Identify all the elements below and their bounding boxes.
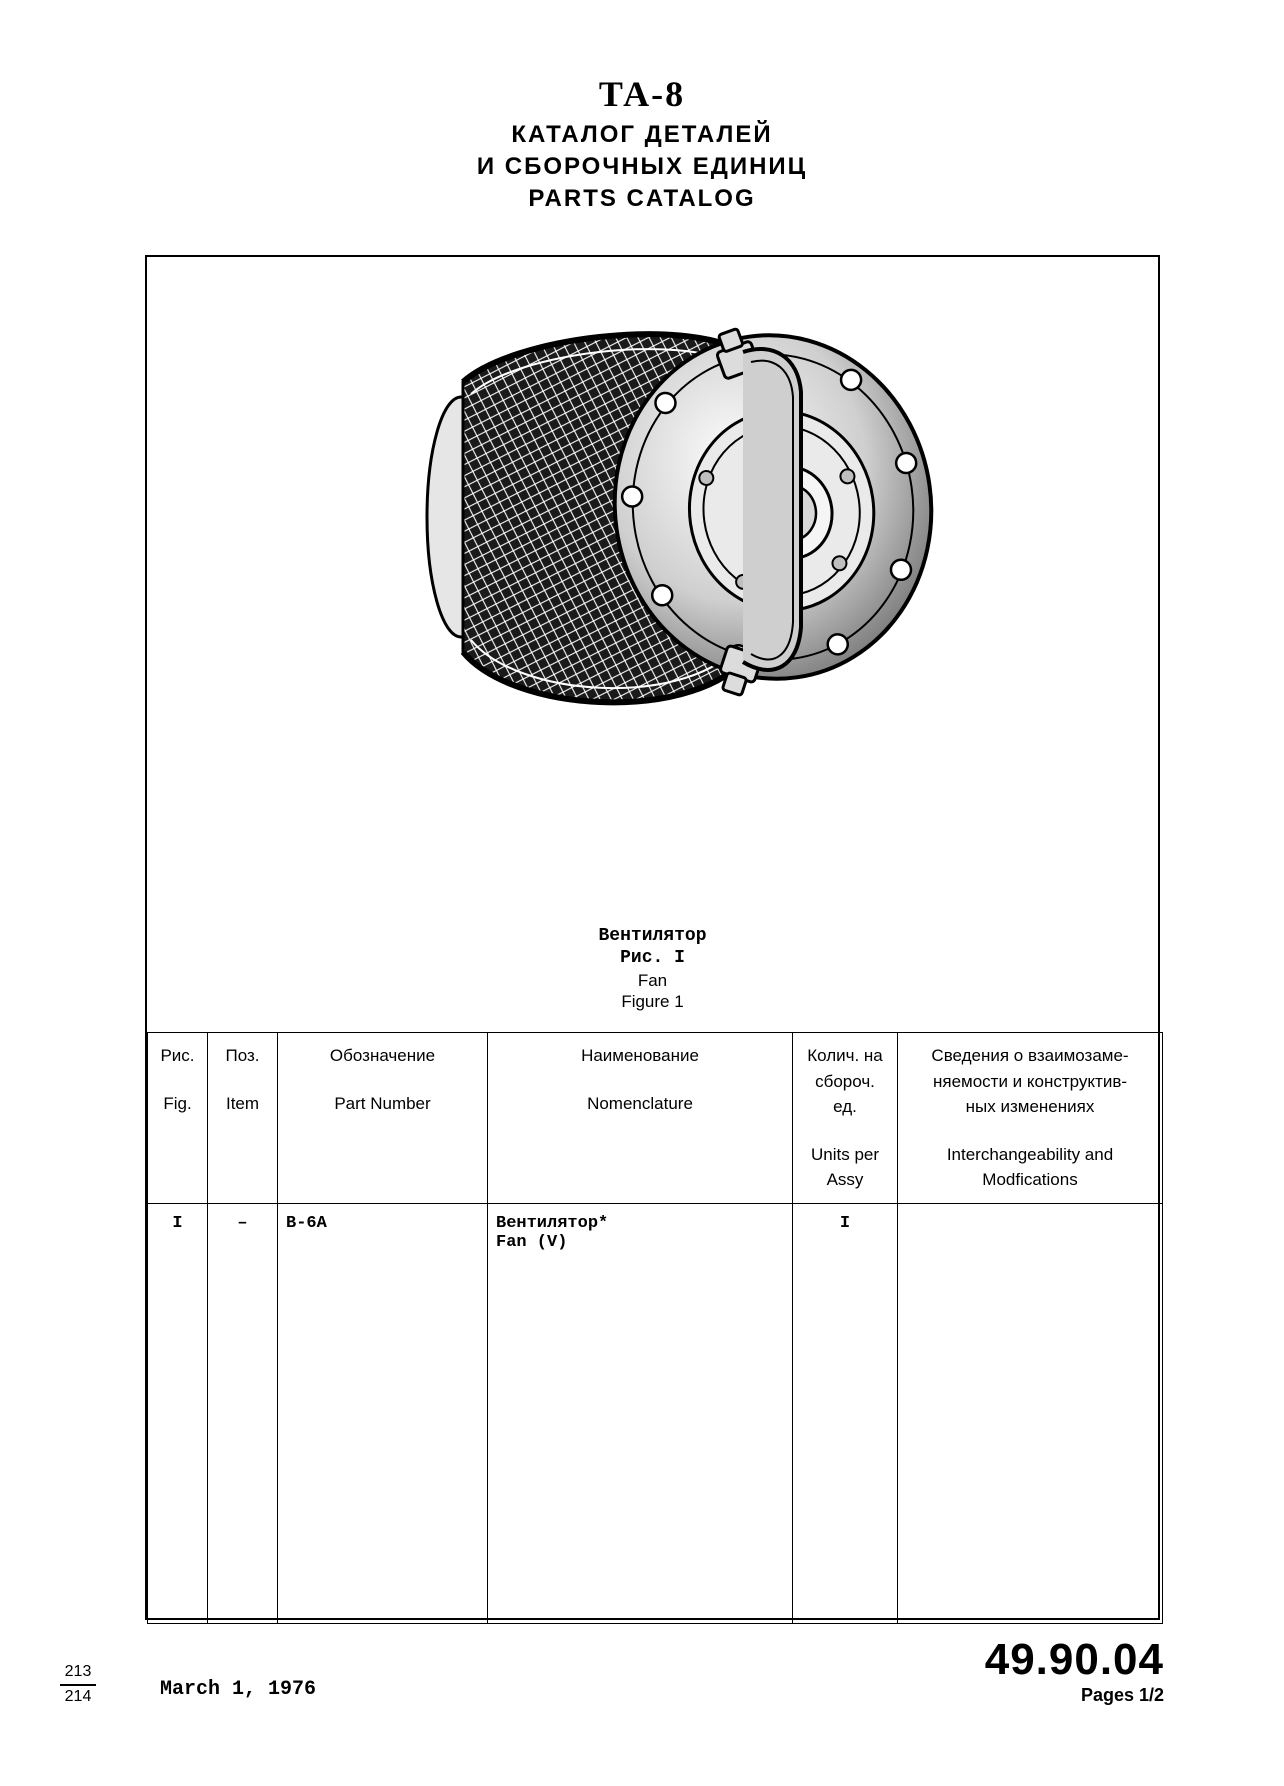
cell-fig: I xyxy=(148,1203,208,1623)
col-nomenclature: Наименование Nomenclature xyxy=(488,1033,793,1204)
col-interchangeability: Сведения о взаимозаме- няемости и констр… xyxy=(898,1033,1163,1204)
cell-item: – xyxy=(208,1203,278,1623)
footer-right: 49.90.04 Pages 1/2 xyxy=(985,1635,1164,1706)
cell-part: В-6А xyxy=(278,1203,488,1623)
col-units: Колич. на сбороч. ед. Units per Assy xyxy=(793,1033,898,1204)
cell-inter xyxy=(898,1203,1163,1623)
content-frame: Вентилятор Рис. I Fan Figure 1 Рис. Fig. xyxy=(145,255,1160,1620)
col-fig: Рис. Fig. xyxy=(148,1033,208,1204)
revision-date: March 1, 1976 xyxy=(160,1678,316,1701)
title-line-1-ru: КАТАЛОГ ДЕТАЛЕЙ xyxy=(0,119,1284,151)
title-line-3-en: PARTS CATALOG xyxy=(0,183,1284,215)
pages-label: Pages 1/2 xyxy=(985,1685,1164,1706)
caption-name-ru: Вентилятор xyxy=(147,925,1158,948)
cell-units: I xyxy=(793,1203,898,1623)
col-item: Поз. Item xyxy=(208,1033,278,1204)
caption-fig-en: Figure 1 xyxy=(147,991,1158,1012)
figure-area: Вентилятор Рис. I Fan Figure 1 xyxy=(147,282,1158,1032)
page-seq-bottom: 214 xyxy=(60,1688,96,1706)
page-seq-divider xyxy=(60,1684,96,1686)
page: ТА-8 КАТАЛОГ ДЕТАЛЕЙ И СБОРОЧНЫХ ЕДИНИЦ … xyxy=(0,0,1284,1786)
caption-fig-ru: Рис. I xyxy=(147,947,1158,970)
table-row: I – В-6А Вентилятор* Fan (V) I xyxy=(148,1203,1163,1623)
fan-illustration xyxy=(343,282,963,802)
page-seq-top: 213 xyxy=(60,1663,96,1681)
model-number: ТА-8 xyxy=(0,70,1284,119)
figure-caption: Вентилятор Рис. I Fan Figure 1 xyxy=(147,925,1158,1013)
document-header: ТА-8 КАТАЛОГ ДЕТАЛЕЙ И СБОРОЧНЫХ ЕДИНИЦ … xyxy=(0,70,1284,216)
title-line-2-ru: И СБОРОЧНЫХ ЕДИНИЦ xyxy=(0,151,1284,183)
table-header-row: Рис. Fig. Поз. Item Обозначение Part Num… xyxy=(148,1033,1163,1204)
section-code: 49.90.04 xyxy=(985,1635,1164,1685)
caption-name-en: Fan xyxy=(147,970,1158,991)
parts-table: Рис. Fig. Поз. Item Обозначение Part Num… xyxy=(147,1032,1163,1624)
cell-nom: Вентилятор* Fan (V) xyxy=(488,1203,793,1623)
col-part-number: Обозначение Part Number xyxy=(278,1033,488,1204)
page-sequence: 213 214 xyxy=(60,1663,96,1706)
